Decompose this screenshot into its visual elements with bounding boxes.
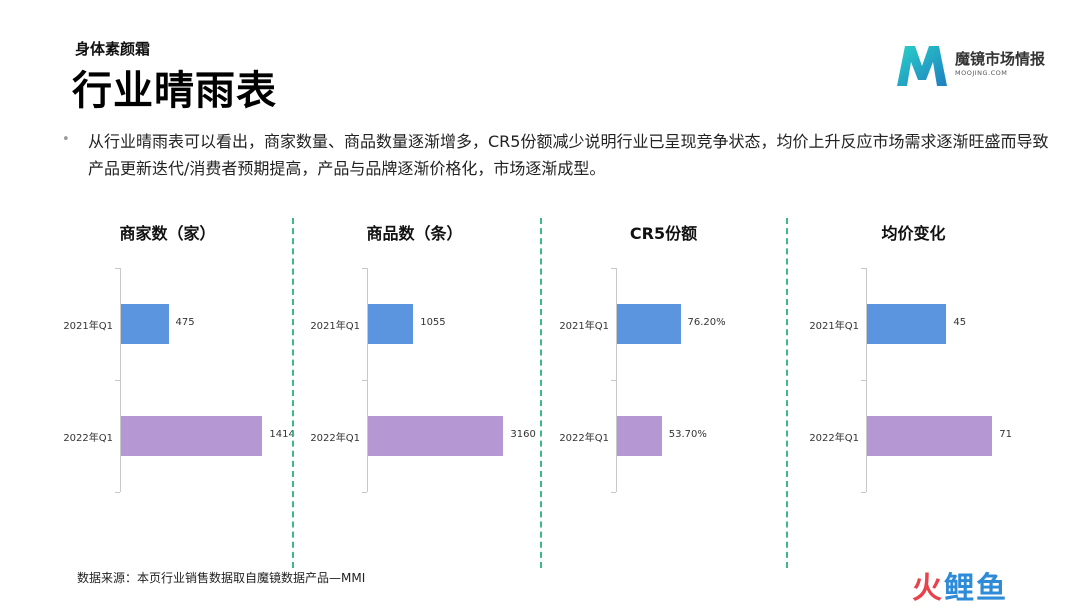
value-label: 45 [953,317,967,328]
axis-tick [611,268,616,269]
logo-name: 魔镜市场情报 [955,50,1046,68]
chart-axis [120,268,121,492]
watermark-part1: 火 [912,571,944,606]
chart-axis [616,268,617,492]
value-label: 3160 [510,429,536,440]
axis-tick [611,380,616,381]
axis-tick [115,380,120,381]
bullet-mark: • [62,132,70,147]
page-title: 行业晴雨表 [72,68,277,114]
value-label: 1414 [269,429,295,440]
chart-axis [367,268,368,492]
bar-2021年Q1 [121,304,169,344]
axis-tick [362,492,367,493]
axis-tick [861,380,866,381]
chart-panel-merchants: 商家数（家） 2021年Q1 475 2022年Q1 1414 [45,210,295,570]
data-source-note: 数据来源：本页行业销售数据取自魔镜数据产品—MMI [77,571,366,585]
axis-tick [362,268,367,269]
watermark-part2: 鲤鱼 [944,571,1008,606]
category-label: 2022年Q1 [559,433,609,444]
bar-2022年Q1 [867,416,993,456]
axis-tick [362,380,367,381]
chart-panel-avg-price: 均价变化 2021年Q1 45 2022年Q1 71 [791,210,1036,570]
chart-title: 商品数（条） [366,224,463,243]
chart-panel-products: 商品数（条） 2021年Q1 1055 2022年Q1 3160 [292,210,537,570]
chart-axis [866,268,867,492]
page-subtitle: 身体素颜霜 [75,40,151,58]
category-label: 2021年Q1 [809,321,859,332]
bar-2021年Q1 [368,304,414,344]
value-label: 76.20% [687,317,726,328]
category-label: 2021年Q1 [63,321,113,332]
axis-tick [861,268,866,269]
brand-logo: 魔镜市场情报 MOOJING.COM [893,40,1063,90]
logo-site: MOOJING.COM [955,69,1008,77]
axis-tick [861,492,866,493]
chart-title: 均价变化 [881,224,946,243]
value-label: 71 [999,429,1013,440]
panel-divider [292,218,294,568]
value-label: 53.70% [668,429,707,440]
chart-panel-cr5: CR5份额 2021年Q1 76.20% 2022年Q1 53.70% [541,210,786,570]
axis-tick [115,268,120,269]
panel-divider [540,218,542,568]
intro-text: 从行业晴雨表可以看出，商家数量、商品数量逐渐增多，CR5份额减少说明行业已呈现竞… [88,132,1049,178]
bar-2021年Q1 [617,304,681,344]
bar-2022年Q1 [617,416,662,456]
axis-tick [611,492,616,493]
category-label: 2022年Q1 [310,433,360,444]
chart-title: CR5份额 [629,224,698,243]
bar-2022年Q1 [368,416,504,456]
watermark-logo: 火鲤鱼 [912,563,1008,607]
value-label: 1055 [420,317,446,328]
bar-2022年Q1 [121,416,263,456]
axis-tick [115,492,120,493]
category-label: 2022年Q1 [63,433,113,444]
category-label: 2022年Q1 [809,433,859,444]
category-label: 2021年Q1 [310,321,360,332]
moojing-logo-icon [897,46,947,86]
panel-divider [786,218,788,568]
bar-2021年Q1 [867,304,947,344]
value-label: 475 [175,317,195,328]
chart-title: 商家数（家） [119,224,216,243]
category-label: 2021年Q1 [559,321,609,332]
